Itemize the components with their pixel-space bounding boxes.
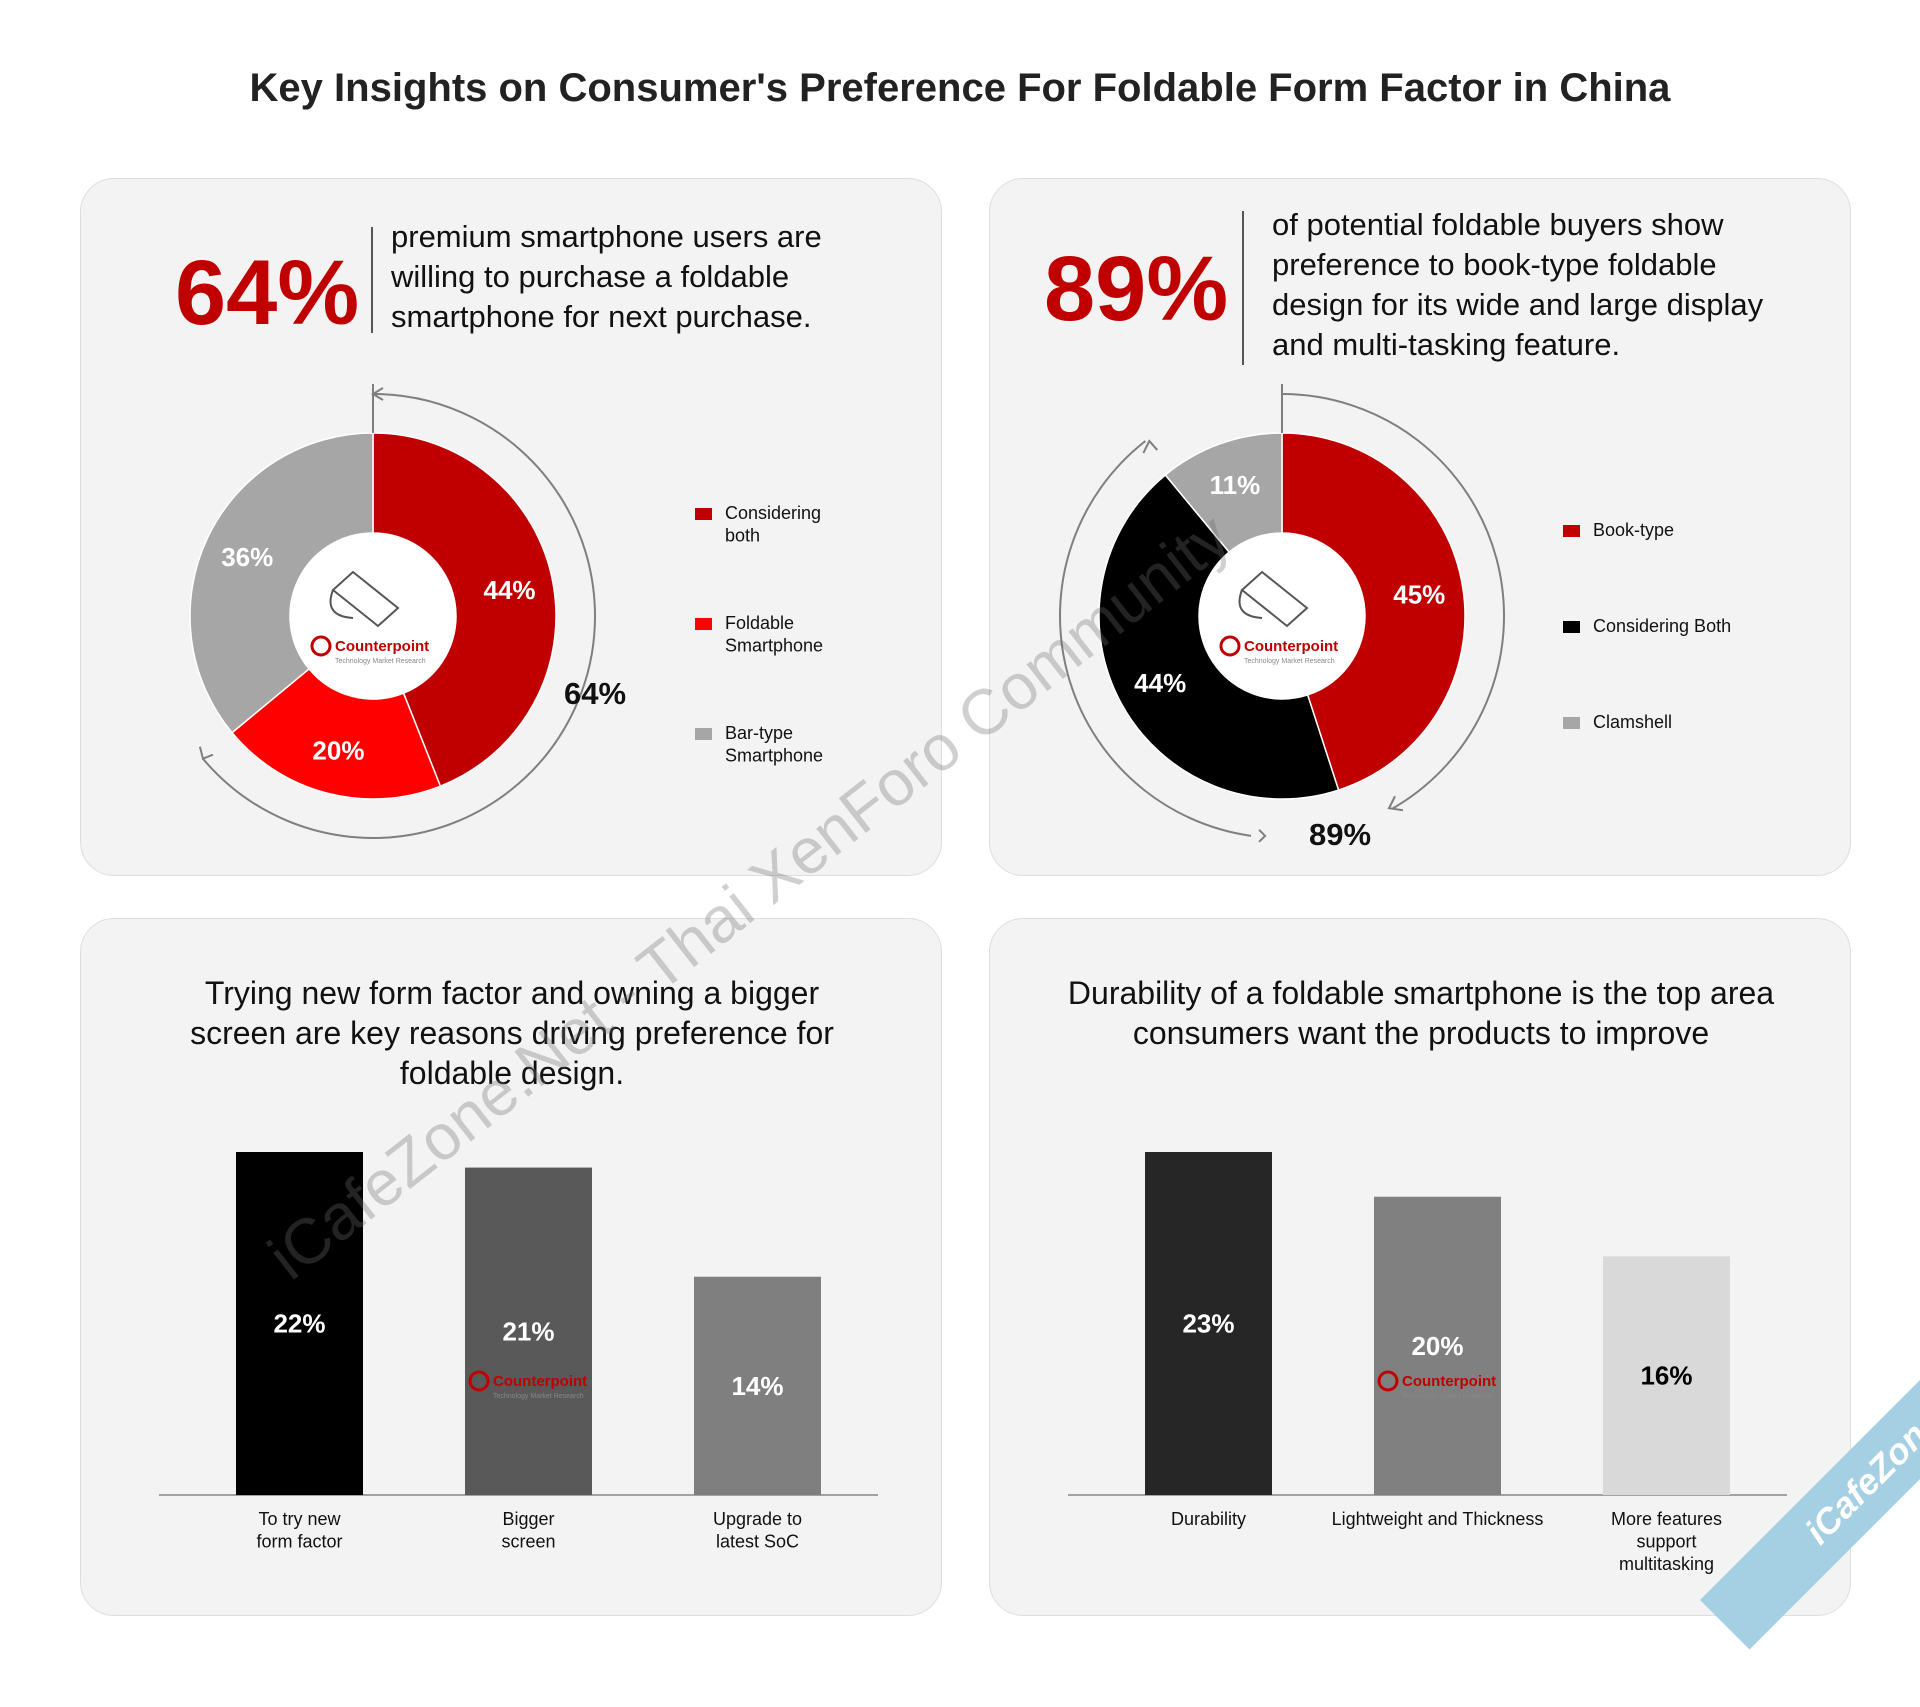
panel-purchase-willingness: 64% premium smartphone users are willing… [80, 178, 942, 876]
statement-text: premium smartphone users are willing to … [391, 217, 822, 337]
bar-value-label: 23% [1182, 1309, 1234, 1339]
category-label: To try new form factor [256, 1509, 342, 1552]
statement-line: design for its wide and large display [1272, 287, 1764, 322]
counterpoint-logo: Counterpoint Technology Market Research [468, 1370, 587, 1400]
counterpoint-logo: Counterpoint Technology Market Research [1219, 635, 1338, 665]
chart-heading: Trying new form factor and owning a bigg… [81, 973, 943, 1093]
divider [1242, 211, 1244, 365]
bracket-arrow-end [198, 746, 214, 761]
legend-label: Clamshell [1593, 712, 1672, 732]
donut-chart-purchase: 44% 20% 36% Counterpoint Technology Market R… [189, 384, 823, 839]
statement-line: smartphone for next purchase. [391, 299, 812, 334]
heading-line: foldable design. [399, 1055, 625, 1091]
phone-outline [331, 570, 400, 628]
statement-line: of potential foldable buyers show [1272, 207, 1724, 242]
statement-line: preference to book-type foldable [1272, 247, 1717, 282]
legend-swatch [695, 618, 712, 630]
legend-label: Book-type [1593, 520, 1674, 540]
page-title: Key Insights on Consumer's Preference Fo… [249, 66, 1671, 110]
heading-line: consumers want the products to improve [1132, 1015, 1710, 1051]
bar-value-label: 20% [1411, 1331, 1463, 1361]
statement-line: and multi-tasking feature. [1272, 327, 1621, 362]
bar [236, 1152, 363, 1495]
bar-chart-improvements: 23% Durability 20% Lightweight and Thicknes… [1068, 1152, 1787, 1574]
bar [1603, 1256, 1730, 1495]
heading-line: screen are key reasons driving preferenc… [190, 1015, 834, 1051]
bracket-arrow-end [1387, 795, 1404, 812]
chart-heading: Durability of a foldable smartphone is t… [990, 973, 1852, 1053]
bracket-arc [202, 393, 596, 839]
slice-value-label: 36% [221, 542, 273, 572]
headline-percentage: 89% [1044, 238, 1229, 340]
slice-value-label: 45% [1393, 579, 1445, 609]
slice-value-label: 20% [312, 736, 364, 766]
bracket-arrow-start [371, 387, 384, 401]
statement-text: of potential foldable buyers show prefer… [1272, 205, 1763, 365]
phone-hinge [1238, 589, 1263, 619]
logo-tagline: Technology Market Research [1402, 1393, 1493, 1400]
slice-value-label: 11% [1210, 470, 1261, 500]
legend-swatch [695, 508, 712, 520]
donut-hole [1199, 533, 1365, 699]
panel-book-type-preference: 89% of potential foldable buyers show pr… [989, 178, 1851, 876]
statement-line: premium smartphone users are [391, 219, 822, 254]
bracket-total-label: 89% [1309, 817, 1371, 852]
bracket-arrow-start [1142, 439, 1159, 454]
bar-value-label: 22% [273, 1309, 325, 1339]
category-label: Lightweight and Thickness [1332, 1509, 1544, 1529]
bar-value-label: 16% [1640, 1361, 1692, 1391]
bar [465, 1167, 592, 1495]
logo-name: Counterpoint [493, 1373, 587, 1390]
legend-label: Considering both [725, 503, 821, 546]
foldable-phone-icon [329, 570, 400, 628]
bar [1374, 1196, 1501, 1495]
legend-swatch [695, 728, 712, 740]
heading-line: Trying new form factor and owning a bigg… [204, 975, 820, 1011]
legend-label: Considering Both [1593, 616, 1731, 636]
bar-value-label: 21% [502, 1316, 554, 1346]
bar [1145, 1152, 1272, 1495]
category-label: Durability [1171, 1509, 1246, 1529]
bar-chart-reasons: 22% To try new form factor 21% Bigger screen 1… [159, 1152, 878, 1552]
counterpoint-logo: Counterpoint Technology Market Research [310, 635, 429, 665]
donut-chart-foldable-type: 45% 44% 11% Counterpoint Technology Market R… [1059, 384, 1731, 852]
logo-tagline: Technology Market Research [1244, 658, 1335, 665]
category-label: More features support multitasking [1611, 1509, 1722, 1574]
counterpoint-logo-icon [468, 1370, 490, 1392]
logo-tagline: Technology Market Research [493, 1393, 584, 1400]
slice-value-label: 44% [1134, 668, 1186, 698]
legend-swatch [1563, 717, 1580, 729]
legend-label: Foldable Smartphone [725, 613, 823, 656]
legend-swatch [1563, 525, 1580, 537]
legend-swatch [1563, 621, 1580, 633]
donut-hole [290, 533, 456, 699]
bar-value-label: 14% [731, 1371, 783, 1401]
bar [694, 1276, 821, 1495]
headline-percentage: 64% [175, 242, 360, 344]
category-label: Upgrade to latest SoC [713, 1509, 802, 1552]
panel-improvements: Durability of a foldable smartphone is t… [989, 918, 1851, 1616]
phone-hinge [329, 589, 354, 619]
counterpoint-logo: Counterpoint Technology Market Research [1377, 1370, 1496, 1400]
category-label: Bigger screen [501, 1509, 555, 1552]
counterpoint-logo-icon [1219, 635, 1241, 657]
counterpoint-logo-icon [1377, 1370, 1399, 1392]
slice-value-label: 44% [484, 575, 536, 605]
logo-name: Counterpoint [1402, 1373, 1496, 1390]
logo-name: Counterpoint [335, 638, 429, 655]
legend-label: Bar-type Smartphone [725, 723, 823, 766]
divider [371, 227, 373, 333]
bracket-total-label: 64% [564, 676, 626, 711]
foldable-phone-icon [1238, 570, 1309, 628]
bracket-arc [1059, 440, 1252, 837]
logo-name: Counterpoint [1244, 638, 1338, 655]
statement-line: willing to purchase a foldable [391, 259, 790, 294]
panel-reasons: Trying new form factor and owning a bigg… [80, 918, 942, 1616]
counterpoint-logo-icon [310, 635, 332, 657]
bracket-arrow-bottom [1258, 829, 1267, 843]
logo-tagline: Technology Market Research [335, 658, 426, 665]
heading-line: Durability of a foldable smartphone is t… [1067, 975, 1775, 1011]
phone-outline [1240, 570, 1309, 628]
bracket-arc [1281, 393, 1505, 810]
